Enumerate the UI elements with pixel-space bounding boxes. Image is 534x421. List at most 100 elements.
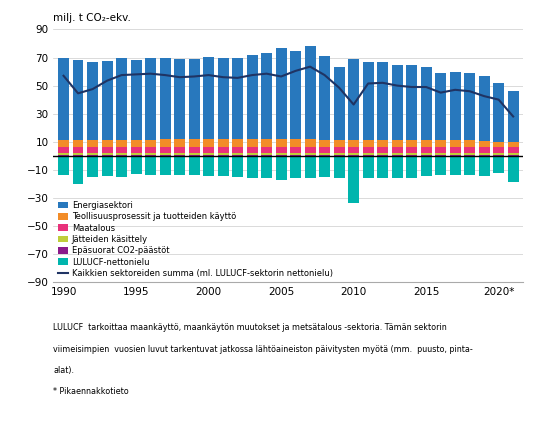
Bar xyxy=(101,61,113,140)
Bar xyxy=(305,153,316,155)
Bar xyxy=(348,153,359,155)
Bar xyxy=(493,155,504,156)
Bar xyxy=(145,155,156,156)
Bar xyxy=(406,153,417,155)
Bar xyxy=(58,147,69,153)
Bar xyxy=(377,155,388,156)
Bar xyxy=(218,156,229,176)
Bar xyxy=(261,153,272,155)
Bar xyxy=(508,155,519,156)
Bar xyxy=(421,155,431,156)
Bar xyxy=(116,156,127,177)
Bar xyxy=(131,153,142,155)
Bar xyxy=(348,147,359,153)
Bar xyxy=(334,156,344,178)
Bar xyxy=(261,155,272,156)
Bar xyxy=(232,156,243,177)
Bar xyxy=(334,155,344,156)
Bar xyxy=(377,147,388,153)
Bar xyxy=(319,147,330,153)
Bar xyxy=(203,153,214,155)
Bar xyxy=(377,153,388,155)
Bar xyxy=(421,67,431,140)
Bar xyxy=(478,76,490,141)
Bar xyxy=(73,147,83,153)
Bar xyxy=(232,139,243,147)
Bar xyxy=(377,156,388,178)
Bar xyxy=(276,48,287,139)
Bar xyxy=(392,140,403,147)
Bar xyxy=(218,139,229,147)
Bar xyxy=(218,155,229,156)
Bar xyxy=(464,155,475,156)
Bar xyxy=(493,147,504,153)
Bar xyxy=(334,140,344,147)
Bar xyxy=(160,156,170,175)
Bar xyxy=(189,153,200,155)
Bar xyxy=(145,147,156,153)
Bar xyxy=(508,153,519,155)
Bar xyxy=(406,65,417,140)
Bar xyxy=(363,147,374,153)
Bar xyxy=(131,140,142,147)
Bar xyxy=(464,140,475,147)
Bar xyxy=(493,142,504,147)
Bar xyxy=(464,156,475,175)
Bar xyxy=(58,140,69,147)
Bar xyxy=(131,156,142,174)
Bar xyxy=(392,156,403,178)
Bar xyxy=(435,156,446,176)
Bar xyxy=(392,155,403,156)
Bar xyxy=(450,147,461,153)
Bar xyxy=(493,156,504,173)
Bar xyxy=(435,147,446,153)
Bar xyxy=(218,58,229,139)
Bar xyxy=(319,155,330,156)
Bar xyxy=(421,156,431,176)
Bar xyxy=(247,139,257,147)
Bar xyxy=(116,140,127,147)
Text: * Pikaennakkotieto: * Pikaennakkotieto xyxy=(53,386,129,396)
Bar xyxy=(189,147,200,153)
Bar xyxy=(203,155,214,156)
Bar xyxy=(232,153,243,155)
Bar xyxy=(421,147,431,153)
Bar xyxy=(493,83,504,142)
Bar xyxy=(174,153,185,155)
Bar xyxy=(276,139,287,147)
Bar xyxy=(160,58,170,139)
Bar xyxy=(319,56,330,140)
Bar xyxy=(101,140,113,147)
Bar xyxy=(58,58,69,140)
Bar xyxy=(116,153,127,155)
Bar xyxy=(145,153,156,155)
Bar xyxy=(290,155,301,156)
Bar xyxy=(478,156,490,176)
Bar xyxy=(87,156,98,177)
Bar xyxy=(450,72,461,140)
Bar xyxy=(392,64,403,140)
Bar xyxy=(174,147,185,153)
Bar xyxy=(232,155,243,156)
Bar xyxy=(58,156,69,175)
Bar xyxy=(261,156,272,178)
Bar xyxy=(290,139,301,147)
Bar xyxy=(160,147,170,153)
Bar xyxy=(261,139,272,147)
Bar xyxy=(478,141,490,147)
Bar xyxy=(348,155,359,156)
Bar xyxy=(363,153,374,155)
Bar xyxy=(247,147,257,153)
Bar xyxy=(508,156,519,182)
Bar xyxy=(174,139,185,147)
Bar xyxy=(450,140,461,147)
Bar xyxy=(435,140,446,147)
Legend: Energiasektori, Teollisuusprosessit ja tuotteiden käyttö, Maatalous, Jätteiden k: Energiasektori, Teollisuusprosessit ja t… xyxy=(58,201,333,278)
Bar xyxy=(87,153,98,155)
Bar xyxy=(508,147,519,153)
Bar xyxy=(290,153,301,155)
Bar xyxy=(421,153,431,155)
Bar xyxy=(377,140,388,147)
Bar xyxy=(116,58,127,140)
Bar xyxy=(145,58,156,140)
